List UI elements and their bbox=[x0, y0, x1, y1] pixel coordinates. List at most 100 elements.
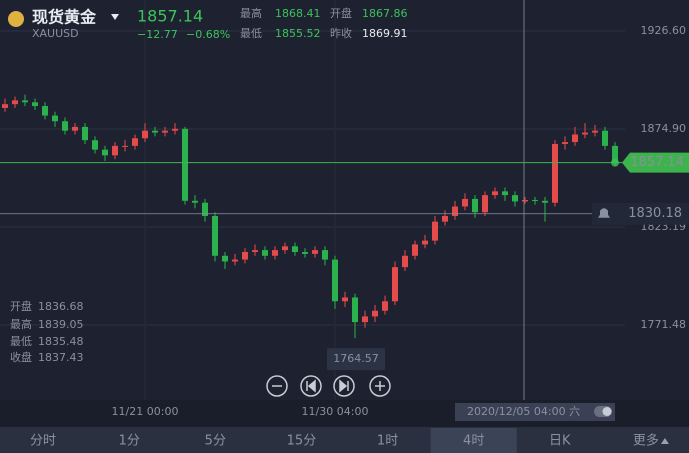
label: 最高 bbox=[10, 317, 32, 331]
candle-body bbox=[552, 143, 558, 203]
zoom-in[interactable] bbox=[369, 375, 391, 397]
x-tick-label: 11/30 04:00 bbox=[302, 405, 369, 418]
label: 最低 bbox=[240, 27, 262, 40]
candle-body bbox=[102, 149, 108, 156]
toggle-knob bbox=[602, 407, 612, 416]
tabs: 分时 1分 5分 15分 1时 4时 日K 更多 bbox=[30, 428, 669, 453]
candle-body bbox=[162, 130, 168, 133]
value: 1867.86 bbox=[362, 7, 408, 20]
instrument-name[interactable]: 现货黄金 bbox=[32, 8, 97, 27]
tab[interactable]: 15分 bbox=[287, 434, 317, 449]
candles bbox=[2, 94, 618, 339]
tab[interactable]: 1分 bbox=[119, 434, 140, 449]
crosshair-price-box bbox=[592, 202, 689, 225]
candle-body bbox=[602, 130, 608, 146]
label: 昨收 bbox=[330, 26, 352, 40]
candle-body bbox=[122, 145, 128, 147]
candle-body bbox=[432, 221, 438, 241]
label: 最低 bbox=[10, 335, 32, 348]
candle-body bbox=[262, 250, 268, 256]
candle-body bbox=[472, 198, 478, 213]
candle-body bbox=[142, 130, 148, 139]
tab[interactable]: 日K bbox=[549, 434, 571, 449]
candle-body bbox=[132, 138, 138, 146]
candle-body bbox=[252, 250, 258, 252]
symbol: XAUUSD bbox=[32, 27, 79, 40]
candle-body bbox=[322, 250, 328, 260]
candle-body bbox=[512, 195, 518, 202]
dropdown-arrow[interactable] bbox=[111, 14, 119, 20]
candle-body bbox=[572, 134, 578, 143]
value: 1855.52 bbox=[275, 27, 321, 40]
candle-body bbox=[402, 255, 408, 268]
candle-body bbox=[22, 100, 28, 103]
x-tick-label: 11/21 00:00 bbox=[112, 405, 179, 418]
candle-body bbox=[412, 244, 418, 256]
candle-body bbox=[492, 191, 498, 196]
crosshair-time-box bbox=[455, 403, 615, 421]
more-arrow bbox=[660, 438, 669, 444]
tab[interactable]: 5分 bbox=[205, 434, 226, 449]
label: 最高 bbox=[240, 6, 262, 20]
tab[interactable]: 分时 bbox=[30, 434, 56, 449]
candle-body bbox=[12, 100, 18, 105]
candle-body bbox=[592, 130, 598, 133]
value: 1868.41 bbox=[275, 7, 321, 20]
candle-body bbox=[182, 128, 188, 201]
candle-body bbox=[172, 128, 178, 131]
candle-body bbox=[62, 121, 68, 131]
candle-body bbox=[362, 316, 368, 323]
last-price-tag bbox=[622, 152, 689, 173]
overlays: 1764.57 1857.14 1830.18 2020/12/05 04:00 六 bbox=[0, 0, 689, 421]
candle-body bbox=[112, 145, 118, 156]
label: 收盘 bbox=[10, 350, 32, 364]
tab[interactable]: 4时 bbox=[463, 434, 484, 449]
candle-body bbox=[522, 200, 528, 202]
candle-body bbox=[302, 251, 308, 254]
label: 开盘 bbox=[10, 299, 32, 313]
low-tooltip-text: 1764.57 bbox=[333, 352, 379, 365]
gold-icon bbox=[8, 11, 24, 27]
low-tooltip bbox=[327, 348, 385, 371]
zoom-out[interactable] bbox=[266, 375, 288, 397]
step-forward[interactable] bbox=[333, 375, 355, 397]
last-price-text: 1857.14 bbox=[630, 155, 684, 170]
tab[interactable]: 1时 bbox=[377, 434, 398, 449]
change-pct: −0.68% bbox=[186, 28, 230, 41]
candle-body bbox=[342, 297, 348, 302]
tab-selected-bg bbox=[430, 428, 517, 453]
candle-body bbox=[152, 130, 158, 133]
candle-body bbox=[582, 132, 588, 135]
candle-body bbox=[452, 206, 458, 216]
change: −12.77 bbox=[137, 28, 178, 41]
candle-body bbox=[192, 200, 198, 203]
candle-body bbox=[212, 215, 218, 256]
candle-body bbox=[82, 126, 88, 141]
candle-body bbox=[372, 310, 378, 317]
tab-bar bbox=[0, 427, 689, 453]
nav-buttons bbox=[266, 375, 391, 397]
crosshair-time-text: 2020/12/05 04:00 六 bbox=[467, 405, 580, 418]
candle-body bbox=[292, 246, 298, 252]
value: 1835.48 bbox=[38, 335, 84, 348]
candle-body bbox=[2, 104, 8, 108]
plot-bg bbox=[0, 0, 689, 400]
y-tick-label: 1926.60 bbox=[641, 24, 687, 37]
tab[interactable]: 更多 bbox=[633, 433, 659, 449]
candle-body bbox=[282, 246, 288, 251]
value: 1837.43 bbox=[38, 351, 84, 364]
candle-body bbox=[72, 126, 78, 131]
candle-body bbox=[272, 250, 278, 256]
candle-body bbox=[232, 259, 238, 262]
candle-body bbox=[482, 195, 488, 213]
candle-body bbox=[42, 106, 48, 116]
y-tick-label: 1771.48 bbox=[641, 318, 687, 331]
bell-icon[interactable] bbox=[598, 208, 610, 218]
value: 1836.68 bbox=[38, 300, 84, 313]
candle-body bbox=[392, 267, 398, 302]
y-tick-label: 1874.90 bbox=[641, 122, 687, 135]
step-back[interactable] bbox=[300, 375, 322, 397]
crosshair-price-text: 1830.18 bbox=[628, 206, 682, 221]
candle-body bbox=[242, 251, 248, 260]
